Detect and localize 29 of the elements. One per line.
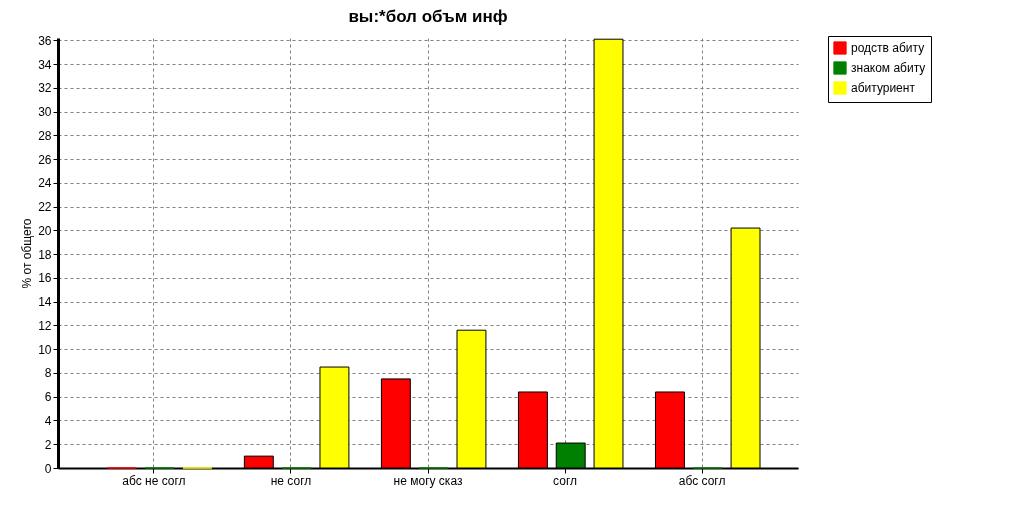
x-tick-label: согл (553, 473, 578, 488)
y-tick-label: 30 (38, 105, 52, 120)
y-tick-label: 0 (44, 461, 52, 476)
legend-label: абитуриент (851, 81, 916, 95)
y-tick-label: 20 (38, 223, 52, 238)
legend-label: родств абиту (851, 41, 925, 55)
y-tick-label: 22 (38, 200, 52, 215)
y-tick-label: 26 (38, 152, 52, 167)
y-tick-label: 14 (38, 295, 52, 310)
x-tick-label: не могу сказ (393, 473, 463, 488)
y-tick-label: 10 (38, 342, 52, 357)
y-tick-label: 32 (38, 81, 52, 96)
y-tick-label: 16 (38, 271, 52, 286)
y-axis-title: % от общего (20, 218, 35, 289)
x-tick-label: не согл (270, 473, 312, 488)
y-tick-label: 36 (38, 33, 52, 48)
y-tick-label: 6 (44, 390, 52, 405)
y-tick-label: 4 (44, 413, 52, 428)
legend-label: знаком абиту (851, 61, 926, 75)
y-tick-label: 28 (38, 128, 52, 143)
chart-title: вы:*бол объм инф (348, 7, 508, 27)
y-tick-label: 8 (44, 366, 52, 381)
y-tick-label: 12 (38, 318, 52, 333)
x-tick-label: абс не согл (122, 473, 186, 488)
y-tick-label: 34 (38, 57, 52, 72)
y-tick-label: 24 (38, 176, 52, 191)
y-tick-label: 18 (38, 247, 52, 262)
y-tick-label: 2 (44, 437, 52, 452)
x-tick-label: абс согл (678, 473, 726, 488)
